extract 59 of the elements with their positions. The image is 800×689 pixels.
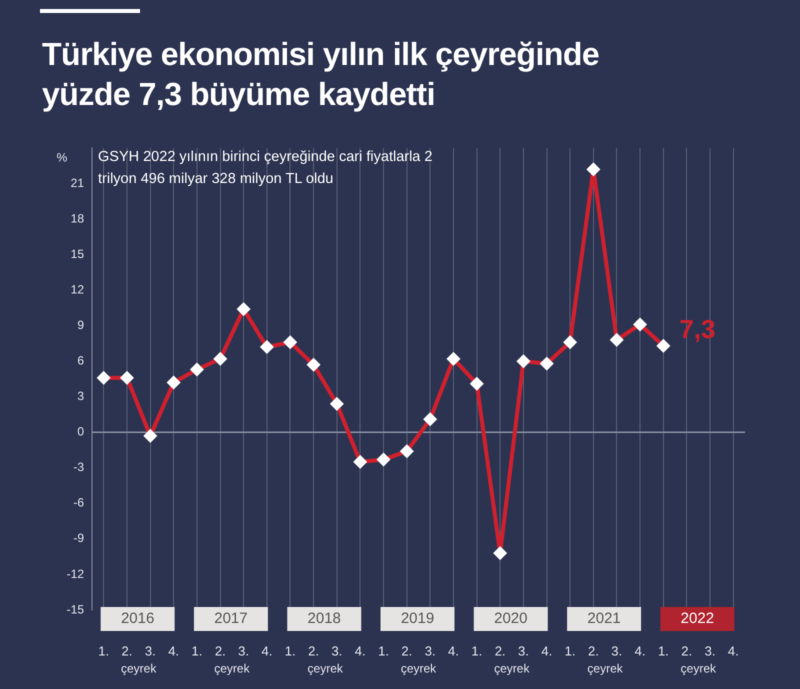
x-tick-label: 1. bbox=[378, 643, 389, 658]
x-tick-label: 4. bbox=[541, 643, 552, 658]
annotation: 2016 bbox=[120, 610, 154, 628]
x-tick-label: 1. bbox=[192, 643, 202, 658]
x-tick-label: 1. bbox=[284, 643, 296, 658]
text: çeyrek bbox=[587, 661, 623, 676]
y-tick-label: -15 bbox=[66, 602, 84, 616]
text: çeyrek bbox=[680, 661, 716, 676]
x-tick-label: 3. bbox=[424, 643, 436, 658]
text: GSYH 2022 yılının birinci çeyreğinde cari fiyatlarla 2 trilyon 496 milyar 328 milyon TL oldu bbox=[98, 148, 434, 189]
x-tick-label: 2. bbox=[122, 643, 132, 658]
x-tick-label: 3. bbox=[238, 643, 250, 658]
text: çeyrek bbox=[400, 661, 436, 676]
x-tick-label: 4. bbox=[354, 643, 366, 658]
y-tick-label: 18 bbox=[70, 211, 84, 226]
x-tick-label: 2. bbox=[494, 643, 506, 658]
x-tick-label: 1. bbox=[471, 643, 482, 658]
y-tick-label: -12 bbox=[66, 566, 84, 581]
x-tick-label: 1. bbox=[658, 643, 669, 658]
y-tick-label: 0 bbox=[77, 424, 84, 439]
annotation: 2021 bbox=[587, 610, 621, 628]
y-tick-label: 3 bbox=[77, 389, 84, 404]
annotation: 2020 bbox=[494, 610, 528, 628]
annotation: 2017 bbox=[214, 610, 248, 628]
text: çeyrek bbox=[214, 661, 250, 676]
x-tick-label: 2. bbox=[308, 643, 319, 658]
y-tick-label: -9 bbox=[73, 531, 84, 546]
y-axis-title: % bbox=[56, 150, 68, 164]
y-tick-label: 12 bbox=[70, 282, 84, 296]
x-tick-label: 1. bbox=[98, 643, 110, 658]
annotation: 2022 bbox=[680, 610, 714, 628]
y-tick-label: -6 bbox=[73, 496, 84, 510]
y-tick-label: 9 bbox=[77, 318, 84, 332]
text: çeyrek bbox=[308, 661, 343, 676]
annotation: 2018 bbox=[308, 610, 341, 628]
x-tick-label: 2. bbox=[214, 643, 226, 658]
x-tick-label: 4. bbox=[448, 643, 459, 658]
x-tick-label: 3. bbox=[331, 643, 342, 658]
x-tick-label: 2. bbox=[401, 643, 412, 658]
chart-title: Türkiye ekonomisi yılın ilk çeyreğinde yüzde 7,3 büyüme kaydetti bbox=[42, 35, 600, 114]
text: çeyrek bbox=[494, 661, 530, 676]
x-tick-label: 3. bbox=[144, 643, 156, 658]
x-axis-title: çeyrek bbox=[120, 661, 158, 676]
data-label: 7,3 bbox=[679, 314, 716, 344]
x-tick-label: 3. bbox=[518, 643, 529, 658]
x-tick-label: 3. bbox=[611, 643, 622, 658]
x-tick-label: 4. bbox=[168, 643, 180, 658]
annotation: 2019 bbox=[400, 610, 434, 628]
y-tick-label: 6 bbox=[77, 354, 84, 368]
x-tick-label: 2. bbox=[588, 643, 599, 658]
x-tick-label: 2. bbox=[681, 643, 692, 658]
x-tick-label: 4. bbox=[728, 643, 739, 658]
x-tick-label: 4. bbox=[634, 643, 646, 658]
x-tick-label: 3. bbox=[704, 643, 716, 658]
y-tick-label: 15 bbox=[70, 246, 84, 261]
x-tick-label: 4. bbox=[261, 643, 272, 658]
x-tick-label: 1. bbox=[564, 643, 576, 658]
y-tick-label: 21 bbox=[70, 176, 84, 190]
y-tick-label: -3 bbox=[73, 460, 84, 474]
